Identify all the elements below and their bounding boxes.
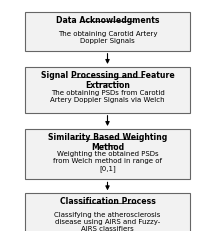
Text: Classification Process: Classification Process [60,197,155,206]
Text: Data Acknowledgments: Data Acknowledgments [56,16,159,25]
Text: Weighting the obtained PSDs
from Welch method in range of
[0,1]: Weighting the obtained PSDs from Welch m… [53,151,162,172]
FancyBboxPatch shape [25,12,190,51]
Text: Classifying the atherosclerosis
disease using AIRS and Fuzzy-
AIRS classifiers: Classifying the atherosclerosis disease … [54,212,161,231]
Text: Similarity Based Weighting
Method: Similarity Based Weighting Method [48,133,167,153]
FancyBboxPatch shape [25,129,190,180]
Text: Signal Processing and Feature
Extraction: Signal Processing and Feature Extraction [41,71,174,90]
Text: The obtaining Carotid Artery
Doppler Signals: The obtaining Carotid Artery Doppler Sig… [58,31,157,44]
Text: The obtaining PSDs from Carotid
Artery Doppler Signals via Welch: The obtaining PSDs from Carotid Artery D… [50,90,165,103]
FancyBboxPatch shape [25,193,190,235]
FancyBboxPatch shape [25,67,190,113]
